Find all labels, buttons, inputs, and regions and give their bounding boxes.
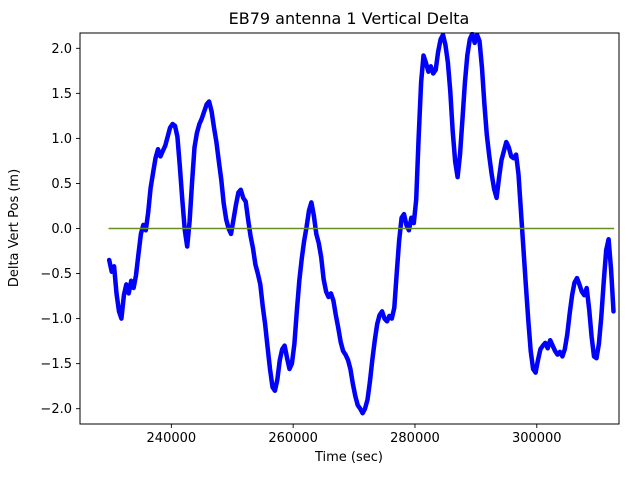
y-tick-label: 2.0 [51,42,72,57]
x-axis-label: Time (sec) [314,450,383,465]
series-antenna-1-vertical-delta [106,32,616,416]
y-tick-label: −2.0 [40,402,72,417]
y-tick-label: 1.0 [51,132,72,147]
y-tick-label: −1.0 [40,312,72,327]
y-tick-label: 0.5 [51,177,72,192]
x-tick-label: 260000 [268,431,318,446]
series-layer [106,32,616,416]
chart-title: EB79 antenna 1 Vertical Delta [229,9,470,28]
y-axis-label: Delta Vert Pos (m) [7,169,22,287]
y-tick-label: 0.0 [51,222,72,237]
ticks-layer: 240000 260000 280000 300000 −2.0 −1.5 −1.0 −0.5… [40,42,561,446]
x-tick-label: 300000 [512,431,562,446]
x-tick-label: 280000 [390,431,440,446]
y-tick-label: −0.5 [40,267,72,282]
y-tick-label: 1.5 [51,87,72,102]
y-tick-label: −1.5 [40,357,72,372]
x-tick-label: 240000 [147,431,197,446]
